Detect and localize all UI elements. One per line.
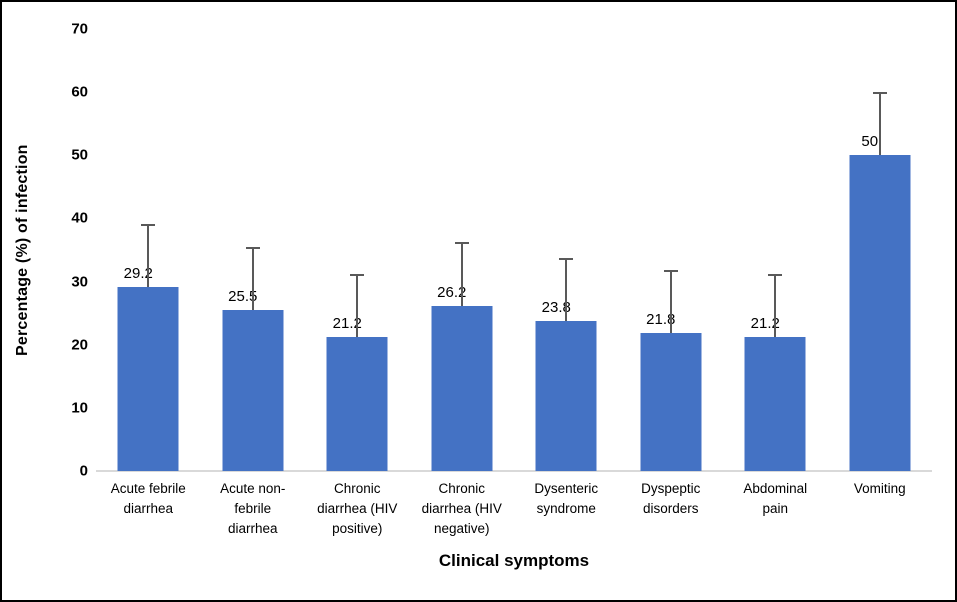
bar-value-label: 26.2 [437, 283, 467, 301]
y-tick-label: 50 [71, 146, 88, 164]
bar-value-label: 23.8 [541, 298, 571, 316]
bar-value-label: 21.8 [646, 311, 676, 329]
bar-value-label: 21.2 [750, 315, 780, 333]
x-category-label: Chronic diarrhea (HIV negative) [421, 481, 502, 536]
plot-area: 29.2 25.5 21.2 26.2 23.8 21.8 21.2 50 [96, 29, 933, 472]
bar-group: 25.5 [201, 29, 306, 471]
bar [222, 310, 284, 471]
bar-group: 21.2 [305, 29, 410, 471]
bar-group: 21.8 [619, 29, 724, 471]
x-category-label: Acute febrile diarrhea [110, 481, 186, 516]
y-axis-title: Percentage (%) of infection [14, 144, 31, 356]
y-tick-label: 60 [71, 83, 88, 101]
bar [326, 337, 388, 471]
bar [849, 155, 911, 471]
bar-value-label: 50 [861, 133, 879, 151]
y-tick-label: 20 [71, 336, 88, 354]
y-tick-label: 0 [79, 462, 88, 480]
x-axis-labels: Acute febrile diarrhea Acute non-febrile di… [96, 479, 932, 539]
x-category-label: Dyspeptic disorders [641, 481, 701, 516]
y-tick-label: 30 [71, 273, 88, 291]
bar-value-label: 29.2 [123, 264, 153, 282]
bar-value-label: 25.5 [228, 288, 258, 305]
bar [431, 305, 493, 471]
bar-group: 26.2 [410, 29, 515, 471]
y-axis: 0 10 20 30 40 50 60 70 [40, 21, 88, 480]
bar [117, 286, 179, 471]
bar [744, 337, 806, 471]
bar-group: 29.2 [96, 29, 201, 471]
bar-group: 21.2 [723, 29, 828, 471]
bar [535, 320, 597, 471]
x-category-label: Abdominal pain [743, 481, 808, 516]
bar-value-label: 21.2 [332, 315, 362, 333]
bar-group: 50 [828, 29, 933, 471]
x-category-label: Acute non-febrile diarrhea [220, 481, 286, 536]
x-axis-line [96, 470, 932, 472]
bar [640, 333, 702, 471]
y-tick-label: 40 [71, 209, 88, 227]
y-tick-label: 10 [71, 399, 88, 417]
y-tick-label: 70 [71, 20, 88, 38]
x-category-label: Chronic diarrhea (HIV positive) [317, 481, 398, 536]
bar-group: 23.8 [514, 29, 619, 471]
x-category-label: Dysenteric syndrome [534, 481, 599, 516]
x-axis-title: Clinical symptoms [438, 551, 590, 570]
x-category-label: Vomiting [853, 481, 906, 496]
